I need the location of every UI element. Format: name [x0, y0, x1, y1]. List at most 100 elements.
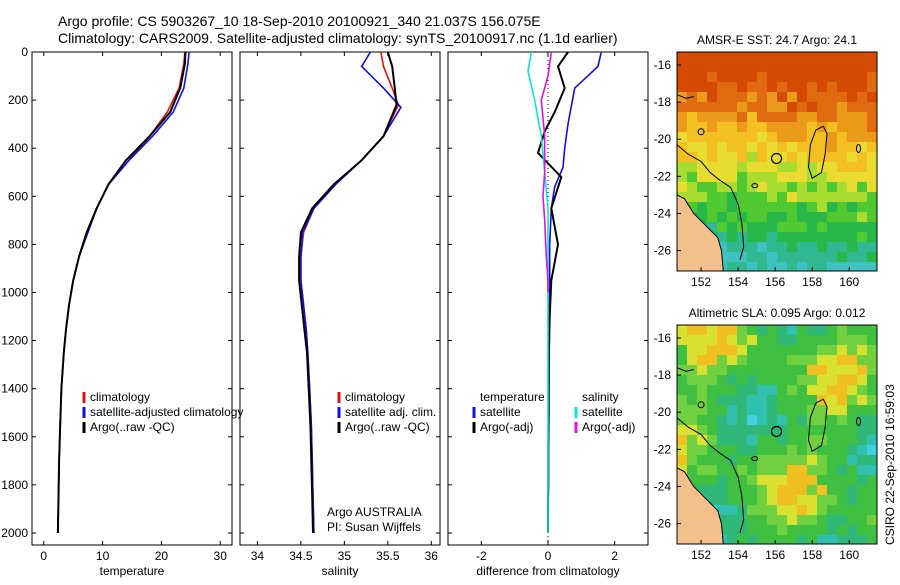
map-lat-label: -16 [654, 58, 672, 72]
map-pixel [717, 385, 727, 395]
map-pixel [817, 325, 827, 335]
map-pixel [707, 465, 717, 475]
map-pixel [857, 415, 867, 425]
map-pixel [847, 475, 857, 485]
map-pixel [857, 122, 867, 132]
map-pixel [787, 62, 797, 72]
map-pixel [767, 92, 777, 102]
map-pixel [767, 515, 777, 525]
map-pixel [867, 405, 877, 415]
map-pixel [837, 142, 847, 152]
sal-x-tick-label: 34 [251, 549, 265, 563]
map-pixel [857, 475, 867, 485]
map-pixel [807, 92, 817, 102]
map-pixel [717, 505, 727, 515]
map-pixel [847, 535, 857, 544]
map-pixel [847, 525, 857, 535]
map-pixel [857, 445, 867, 455]
map-pixel [717, 365, 727, 375]
temperature-legend-label: climatology [90, 390, 150, 404]
map-pixel [737, 485, 747, 495]
series-line-salinity-satellite [527, 52, 549, 533]
map-pixel [687, 445, 697, 455]
map-pixel [807, 515, 817, 525]
map-pixel [857, 465, 867, 475]
map-pixel [867, 345, 877, 355]
map-pixel [767, 122, 777, 132]
map-pixel [787, 415, 797, 425]
map-pixel [717, 435, 727, 445]
map-pixel [857, 232, 867, 242]
map-pixel [737, 82, 747, 92]
map-pixel [837, 222, 847, 232]
map-pixel [777, 212, 787, 222]
map-pixel [747, 375, 757, 385]
map-pixel [717, 152, 727, 162]
map-pixel [837, 505, 847, 515]
sst-map-panel: AMSR-E SST: 24.7 Argo: 24.1 152 154 156 158 1… [654, 33, 878, 289]
map-pixel [757, 375, 767, 385]
map-pixel [717, 242, 727, 252]
map-pixel [817, 252, 827, 262]
map-pixel [867, 485, 877, 495]
map-pixel [857, 222, 867, 232]
map-lat-label: -24 [654, 206, 672, 220]
map-pixel [867, 192, 877, 202]
map-pixel [687, 172, 697, 182]
map-pixel [857, 72, 867, 82]
map-pixel [717, 465, 727, 475]
map-pixel [727, 335, 737, 345]
map-pixel [717, 72, 727, 82]
map-pixel [767, 415, 777, 425]
map-pixel [717, 142, 727, 152]
map-pixel [847, 465, 857, 475]
map-pixel [797, 395, 807, 405]
map-pixel [747, 262, 757, 271]
map-pixel [777, 515, 787, 525]
map-pixel [767, 325, 777, 335]
diff-salinity-legend-label: Argo(-adj) [582, 420, 635, 434]
reef-contour [676, 417, 745, 534]
map-pixel [767, 345, 777, 355]
map-pixel [837, 345, 847, 355]
diff-temperature-legend-label: Argo(-adj) [480, 420, 533, 434]
map-lon-label: 156 [765, 548, 785, 562]
map-pixel [827, 395, 837, 405]
map-pixel [717, 355, 727, 365]
map-pixel [827, 72, 837, 82]
map-pixel [697, 152, 707, 162]
map-pixel [867, 475, 877, 485]
map-pixel [757, 385, 767, 395]
map-pixel [697, 82, 707, 92]
map-pixel [757, 192, 767, 202]
map-pixel [777, 345, 787, 355]
map-pixel [717, 515, 727, 525]
map-pixel [767, 222, 777, 232]
map-pixel [687, 82, 697, 92]
map-pixel [807, 72, 817, 82]
map-pixel [757, 345, 767, 355]
diff-legend-salinity-title: salinity [582, 390, 619, 404]
map-lat-label: -20 [654, 405, 672, 419]
map-pixel [807, 62, 817, 72]
map-pixel [867, 335, 877, 345]
map-pixel [697, 202, 707, 212]
pi-label: PI: Susan Wijffels [327, 520, 421, 534]
sal-x-tick-label: 35.5 [376, 549, 400, 563]
map-pixel [787, 445, 797, 455]
map-pixel [847, 385, 857, 395]
temperature-panel: 0 10 20 30 temperature 0 200 400 600 800 1000 1200 1… [1, 45, 243, 578]
map-pixel [817, 495, 827, 505]
map-pixel [787, 152, 797, 162]
map-pixel [747, 495, 757, 505]
map-pixel [857, 182, 867, 192]
map-pixel [807, 192, 817, 202]
map-pixel [767, 485, 777, 495]
map-pixel [757, 132, 767, 142]
map-pixel [757, 162, 767, 172]
map-pixel [857, 162, 867, 172]
map-pixel [867, 162, 877, 172]
map-pixel [727, 172, 737, 182]
map-pixel [707, 425, 717, 435]
map-pixel [847, 182, 857, 192]
